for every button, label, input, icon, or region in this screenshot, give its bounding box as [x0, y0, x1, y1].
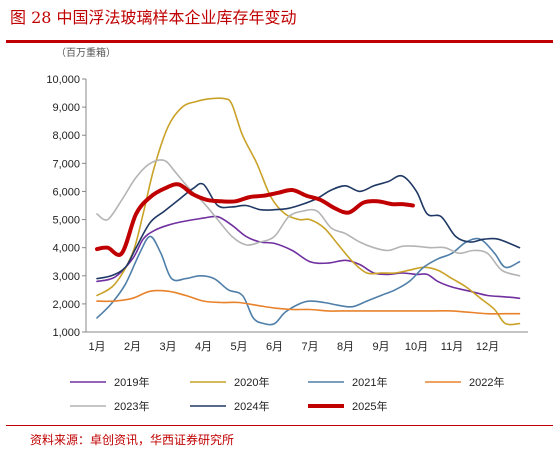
legend-label: 2023年	[114, 399, 149, 413]
title-rule	[6, 40, 553, 43]
y-tick-label: 5,000	[52, 215, 80, 227]
y-tick-label: 8,000	[52, 130, 80, 142]
x-tick-label: 5月	[230, 341, 247, 353]
plot-area	[95, 97, 521, 326]
x-tick-label: 1月	[88, 341, 105, 353]
y-tick-label: 2,000	[52, 299, 80, 311]
series-line-2022年	[96, 289, 521, 315]
y-tick-label: 10,000	[46, 74, 80, 86]
x-tick-label: 9月	[372, 341, 389, 353]
x-tick-label: 12月	[476, 341, 499, 353]
legend-label: 2022年	[469, 375, 504, 389]
x-tick-label: 8月	[337, 341, 354, 353]
line-chart: 1,000 2,000 3,000 4,000 5,000 6,000 7,000 8,000…	[46, 74, 528, 413]
series-line-2023年	[96, 159, 521, 277]
figure-title: 图 28 中国浮法玻璃样本企业库存年变动	[10, 8, 297, 27]
legend-label: 2019年	[114, 375, 149, 389]
y-tick-label: 9,000	[52, 102, 80, 114]
series-line-2021年	[96, 235, 521, 326]
x-tick-label: 3月	[159, 341, 176, 353]
x-tick-label: 6月	[266, 341, 283, 353]
y-tick-label: 4,000	[52, 243, 80, 255]
source-note: 资料来源：卓创资讯，华西证券研究所	[30, 433, 235, 447]
legend-label: 2021年	[352, 375, 387, 389]
y-tick-label: 3,000	[52, 271, 80, 283]
legend-label: 2024年	[234, 399, 269, 413]
x-tick-label: 10月	[405, 341, 428, 353]
series-line-2024年	[96, 174, 521, 280]
x-tick-label: 4月	[195, 341, 212, 353]
legend: 2019年 2020年 2021年 2022年 2023年 2024年 2025年	[70, 375, 504, 413]
x-tick-label: 7月	[301, 341, 318, 353]
series-line-2025年	[95, 182, 415, 257]
legend-label: 2025年	[352, 399, 387, 413]
y-unit-label: （百万重箱）	[56, 48, 116, 59]
legend-label: 2020年	[234, 375, 269, 389]
source-rule	[6, 425, 553, 426]
series-line-2019年	[96, 215, 521, 300]
y-tick-label: 1,000	[52, 327, 80, 339]
axes: 1,000 2,000 3,000 4,000 5,000 6,000 7,000 8,000…	[46, 74, 528, 353]
y-tick-label: 6,000	[52, 186, 80, 198]
series-line-2020年	[96, 97, 521, 326]
x-tick-label: 2月	[124, 341, 141, 353]
x-tick-label: 11月	[441, 341, 463, 353]
y-tick-label: 7,000	[52, 158, 80, 170]
